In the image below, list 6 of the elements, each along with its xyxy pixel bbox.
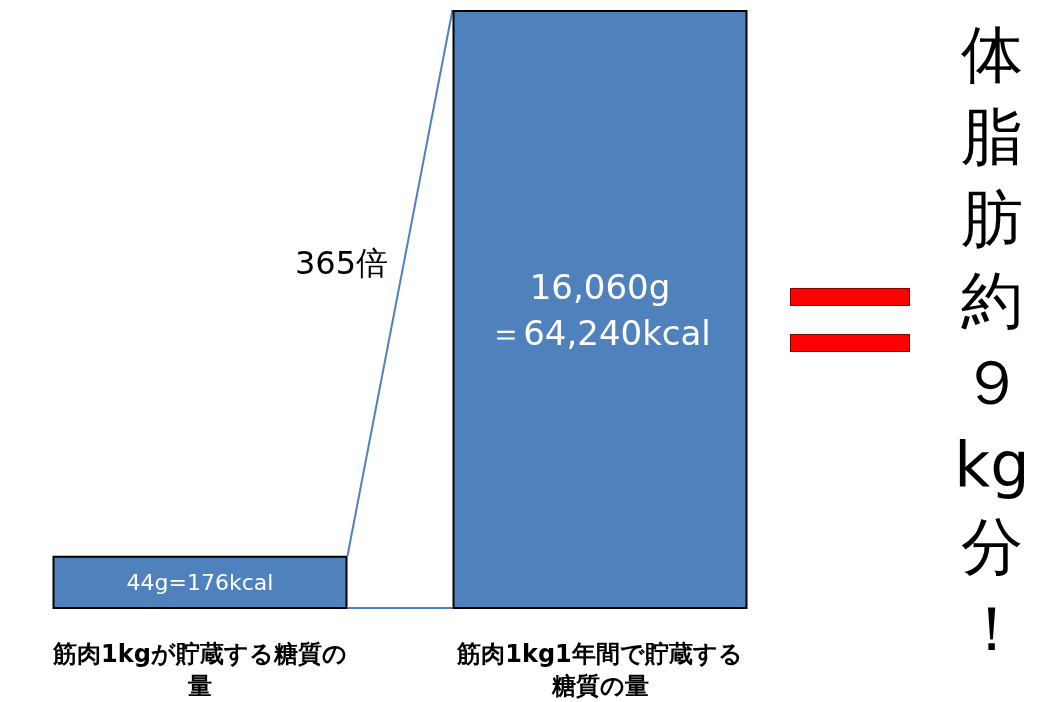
text: 体脂肪約９kg分！ [953,17,1031,667]
data-label: 16,060g ＝64,240kcal [489,266,711,353]
x-tick-label: 筋肉1kg1年間で貯蔵する糖質の量 [456,640,743,700]
data-label: 44g=176kcal [126,569,274,595]
annotation: 365倍 [294,243,388,282]
x-tick-label: 筋肉1kgが貯蔵する糖質の量 [52,640,347,700]
